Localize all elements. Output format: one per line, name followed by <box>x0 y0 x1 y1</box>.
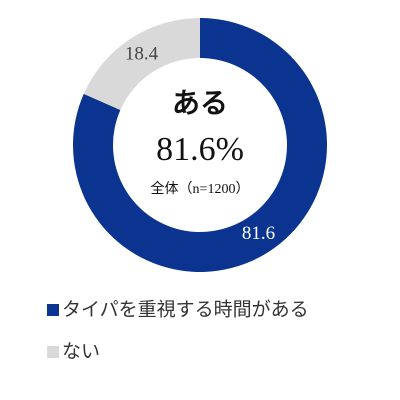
legend-label: タイパを重視する時間がある <box>62 299 309 321</box>
legend-swatch <box>47 304 59 316</box>
center-value: 81.6% <box>156 131 244 168</box>
slice <box>83 18 200 110</box>
slice <box>72 18 327 272</box>
center-note: 全体（n=1200） <box>151 180 250 197</box>
legend-label: ない <box>62 341 100 363</box>
donut: 81.6 18.4 <box>72 18 327 272</box>
data-label: 18.4 <box>125 44 159 65</box>
legend-swatch <box>47 346 59 358</box>
center-label: ある <box>172 88 228 119</box>
data-label: 81.6 <box>242 223 275 244</box>
